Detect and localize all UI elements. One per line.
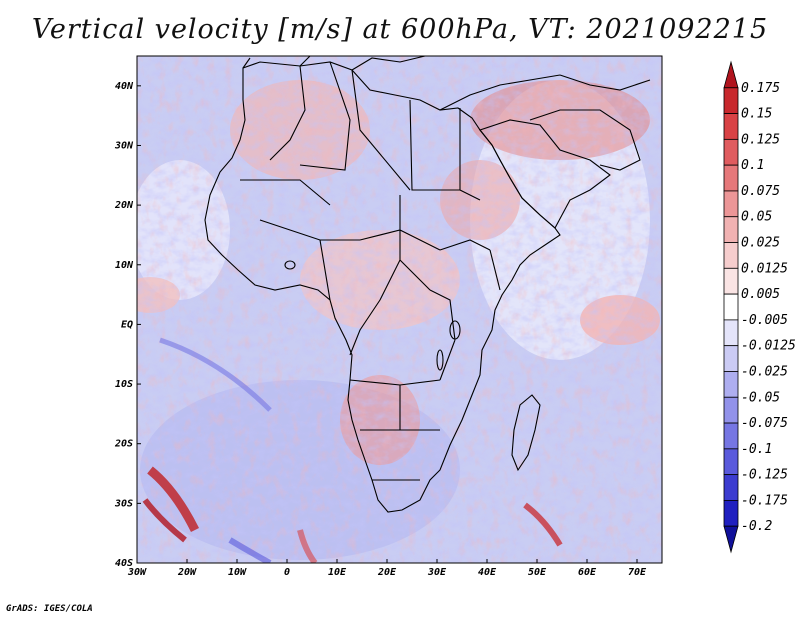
colorbar-swatch <box>723 113 739 140</box>
lat-tick-label: 40S <box>115 558 133 569</box>
lon-tick-label: 20E <box>377 567 397 578</box>
colorbar-swatch <box>723 345 739 372</box>
colorbar-swatch <box>723 500 739 527</box>
lon-tick-label: 10W <box>228 567 247 578</box>
lon-tick-label: 40E <box>478 567 497 578</box>
lat-tick-label: 20S <box>114 439 133 450</box>
colorbar-level-label: 0.1 <box>741 158 764 173</box>
colorbar-level-label: -0.1 <box>741 442 772 457</box>
lat-tick-label: 40N <box>115 81 134 92</box>
latitude-axis: 40N 30N 20N 10N EQ 10S 20S 30S 40S <box>114 81 141 569</box>
colorbar-swatch <box>723 474 739 501</box>
lat-tick-label: 20N <box>114 200 134 211</box>
colorbar-level-label: -0.075 <box>741 416 788 431</box>
lon-tick-label: 30E <box>427 567 447 578</box>
colorbar-swatch <box>723 319 739 347</box>
credit-label: GrADS: IGES/COLA <box>6 604 93 614</box>
lat-tick-label: 10N <box>115 260 134 271</box>
colorbar-swatch <box>723 164 739 192</box>
colorbar-level-label: 0.075 <box>741 184 780 199</box>
colorbar-swatch <box>723 448 739 476</box>
lon-tick-label: 30W <box>127 567 147 578</box>
colorbar-swatch <box>723 242 739 269</box>
colorbar-level-label: -0.2 <box>741 519 772 534</box>
colorbar-swatch <box>723 422 739 450</box>
colorbar-level-label: -0.005 <box>741 313 788 328</box>
lat-tick-label: EQ <box>121 319 133 330</box>
colorbar-min-arrow <box>723 525 739 554</box>
longitude-axis: 30W 20W 10W 0 10E 20E 30E 40E 50E 60E 70E <box>127 559 647 578</box>
lat-tick-label: 30N <box>114 140 134 151</box>
lon-tick-label: 0 <box>284 567 290 578</box>
velocity-field <box>137 56 662 563</box>
colorbar-swatch <box>723 371 739 398</box>
colorbar-level-label: -0.025 <box>741 364 788 379</box>
colorbar-level-label: -0.175 <box>741 493 788 508</box>
colorbar-level-label: -0.05 <box>741 390 780 405</box>
colorbar-swatch <box>723 216 739 243</box>
lon-tick-label: 20W <box>177 567 197 578</box>
colorbar-swatch <box>723 138 739 166</box>
colorbar-level-label: -0.125 <box>741 468 788 483</box>
colorbar-level-label: 0.05 <box>741 210 772 225</box>
colorbar-swatch <box>723 396 739 424</box>
colorbar-level-label: 0.125 <box>741 132 780 147</box>
lon-tick-label: 60E <box>578 567 597 578</box>
coastlines <box>204 56 651 513</box>
colorbar-level-label: 0.025 <box>741 236 780 251</box>
colorbar-level-label: 0.0125 <box>741 261 788 276</box>
colorbar: 0.175 0.15 0.125 0.1 0.075 0.05 0.025 0.0125 0.0… <box>723 60 796 554</box>
lon-tick-label: 50E <box>528 567 547 578</box>
colorbar-level-label: 0.15 <box>741 107 772 122</box>
colorbar-swatch <box>723 293 739 321</box>
colorbar-level-label: -0.0125 <box>741 339 796 354</box>
lat-tick-label: 30S <box>114 498 133 509</box>
colorbar-swatch <box>723 190 739 218</box>
colorbar-swatch <box>723 87 739 114</box>
plot-frame <box>136 55 663 564</box>
lon-tick-label: 10E <box>328 567 347 578</box>
colorbar-max-arrow <box>723 60 739 89</box>
chart-title: Vertical velocity [m/s] at 600hPa, VT: 2… <box>31 14 769 45</box>
colorbar-level-label: 0.005 <box>741 287 780 302</box>
colorbar-swatch <box>723 267 739 295</box>
lon-tick-label: 70E <box>628 567 647 578</box>
lat-tick-label: 10S <box>115 379 133 390</box>
colorbar-level-label: 0.175 <box>741 81 780 96</box>
